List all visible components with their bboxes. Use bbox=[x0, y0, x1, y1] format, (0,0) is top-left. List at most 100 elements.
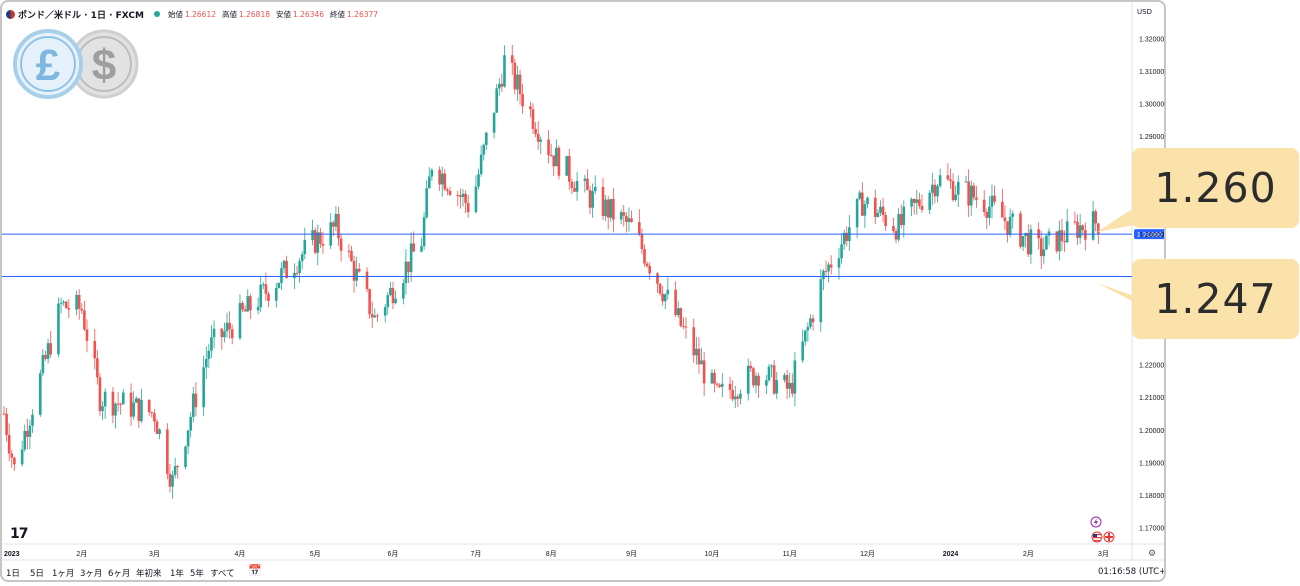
candle-body bbox=[249, 296, 252, 311]
time-tick-label: 12月 bbox=[860, 550, 875, 558]
range-1d[interactable]: 1日 bbox=[6, 569, 20, 579]
range-5y[interactable]: 5年 bbox=[190, 569, 204, 579]
candle-body bbox=[46, 343, 50, 359]
candle-body bbox=[28, 425, 32, 437]
candle-body bbox=[427, 176, 431, 189]
time-tick-label: 7月 bbox=[470, 550, 481, 558]
time-tick-label: 9月 bbox=[626, 550, 637, 558]
price-chart[interactable]: 1.26000 1.320001.310001.300001.290001.28… bbox=[2, 2, 1166, 582]
candle-body bbox=[822, 270, 825, 280]
candle-body bbox=[223, 331, 226, 338]
candle-body bbox=[282, 260, 286, 269]
time-tick-label: 8月 bbox=[546, 550, 557, 558]
range-all[interactable]: すべて bbox=[210, 569, 235, 579]
candle-body bbox=[368, 289, 371, 315]
time-tick-label: 2023 bbox=[4, 551, 20, 558]
candle-body bbox=[495, 88, 498, 113]
calendar-range-icon[interactable]: 📅 bbox=[248, 564, 262, 577]
candle-body bbox=[840, 244, 843, 259]
candle-body bbox=[531, 109, 535, 129]
range-6m[interactable]: 6ヶ月 bbox=[108, 569, 131, 579]
candle-body bbox=[62, 301, 65, 303]
candle-body bbox=[264, 284, 268, 294]
candle-body bbox=[609, 198, 613, 218]
candle-body bbox=[791, 382, 794, 394]
candle-body bbox=[456, 194, 460, 196]
candle-body bbox=[539, 139, 543, 142]
candle-body bbox=[570, 181, 574, 188]
candle-body bbox=[461, 193, 465, 197]
candle-body bbox=[83, 310, 86, 330]
candle-body bbox=[262, 284, 265, 286]
candle-body bbox=[225, 322, 229, 332]
candle-body bbox=[967, 181, 970, 206]
candle-body bbox=[918, 199, 921, 206]
range-3m[interactable]: 3ヶ月 bbox=[80, 569, 103, 579]
svg-text:$: $ bbox=[92, 41, 116, 90]
chart-window: 1.26000 1.320001.310001.300001.290001.28… bbox=[0, 0, 1166, 582]
candle-body bbox=[176, 466, 180, 468]
candle-body bbox=[194, 393, 198, 408]
candle-body bbox=[912, 199, 916, 203]
candle-body bbox=[67, 308, 71, 310]
candle-body bbox=[31, 414, 34, 426]
candle-body bbox=[985, 212, 989, 218]
price-tick-label: 1.18000 bbox=[1139, 493, 1164, 500]
candle-body bbox=[679, 308, 683, 326]
tradingview-logo[interactable]: 17 bbox=[10, 526, 29, 542]
candle-body bbox=[1076, 221, 1079, 238]
candle-body bbox=[785, 375, 789, 389]
time-tick-label: 4月 bbox=[235, 550, 246, 558]
candle-body bbox=[557, 147, 561, 176]
candle-body bbox=[189, 416, 193, 431]
candle-body bbox=[622, 212, 626, 216]
range-5d[interactable]: 5日 bbox=[30, 569, 44, 579]
candle-body bbox=[357, 268, 361, 272]
horizontal-lines: 1.26000 bbox=[2, 229, 1164, 277]
event-icons[interactable] bbox=[1090, 515, 1120, 545]
candle-body bbox=[274, 287, 278, 301]
candle-body bbox=[902, 206, 906, 225]
candle-body bbox=[332, 222, 335, 227]
range-1y[interactable]: 1年 bbox=[170, 569, 184, 579]
clock[interactable]: 01:16:58 (UTC+9) bbox=[1098, 567, 1166, 577]
symbol-title[interactable]: ポンド／米ドル · 1日 · FXCM bbox=[18, 10, 144, 21]
candle-body bbox=[573, 187, 576, 192]
candle-body bbox=[1011, 213, 1015, 217]
candle-body bbox=[586, 178, 589, 191]
currency-selector[interactable]: USD bbox=[1137, 8, 1152, 16]
candle-body bbox=[1078, 225, 1082, 238]
candle-body bbox=[365, 271, 369, 290]
candle-body bbox=[645, 263, 649, 267]
candle-body bbox=[552, 155, 556, 167]
candles bbox=[2, 44, 1100, 499]
candle-body bbox=[710, 372, 714, 384]
candle-body bbox=[1055, 231, 1059, 252]
candle-body bbox=[1001, 201, 1004, 218]
candle-body bbox=[477, 174, 480, 187]
candle-body bbox=[44, 355, 47, 359]
candle-body bbox=[303, 239, 307, 255]
candle-body bbox=[1026, 232, 1030, 255]
candle-body bbox=[259, 284, 263, 308]
settings-icon[interactable]: ⚙ bbox=[1148, 549, 1157, 559]
candle-body bbox=[334, 213, 338, 227]
candle-body bbox=[230, 329, 234, 339]
range-1m[interactable]: 1ヶ月 bbox=[52, 569, 75, 579]
candle-body bbox=[845, 232, 849, 242]
candle-body bbox=[658, 283, 662, 294]
candle-body bbox=[7, 434, 11, 454]
candle-body bbox=[1065, 221, 1069, 243]
candle-body bbox=[625, 215, 628, 222]
candle-body bbox=[103, 391, 107, 407]
candle-body bbox=[946, 175, 950, 180]
candle-body bbox=[446, 189, 449, 192]
candle-body bbox=[313, 230, 317, 253]
candle-body bbox=[827, 264, 830, 272]
range-ytd[interactable]: 年初来 bbox=[136, 569, 162, 579]
candle-body bbox=[1045, 235, 1048, 250]
open-label: 始値 bbox=[167, 9, 183, 19]
pound-coin-icon: £ bbox=[13, 29, 83, 99]
candle-body bbox=[858, 192, 862, 199]
candle-body bbox=[513, 62, 517, 90]
